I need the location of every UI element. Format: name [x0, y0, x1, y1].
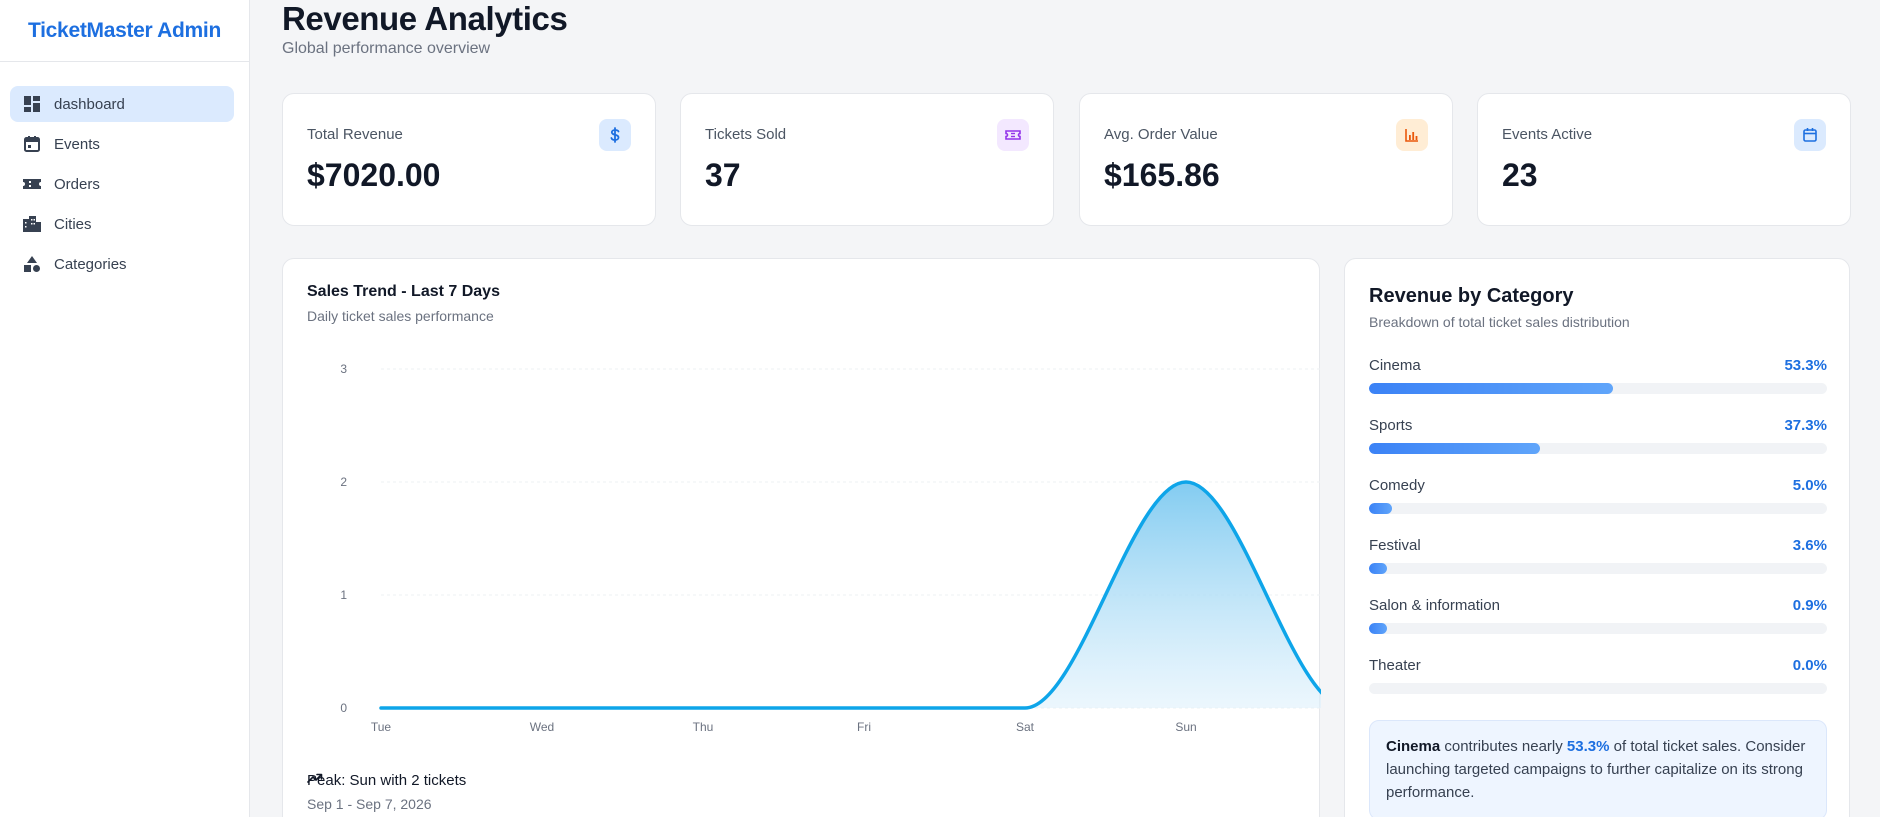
sidebar-nav: dashboard Events Orders Cities Categorie… — [0, 62, 249, 282]
category-name: Festival — [1369, 537, 1421, 554]
sidebar-item-cities[interactable]: Cities — [10, 206, 234, 242]
category-name: Theater — [1369, 657, 1421, 674]
ticket-icon — [22, 174, 42, 194]
kpi-label: Avg. Order Value — [1104, 126, 1218, 143]
revenue-by-category-card: Revenue by Category Breakdown of total t… — [1344, 258, 1850, 817]
kpi-label: Tickets Sold — [705, 126, 787, 143]
category-progress-fill — [1369, 383, 1614, 394]
brand-logo-text[interactable]: TicketMaster Admin — [28, 18, 221, 42]
x-tick-label: Thu — [693, 720, 714, 734]
ticket-icon — [997, 119, 1029, 151]
category-progress-fill — [1369, 443, 1540, 454]
sales-line — [379, 480, 1321, 710]
sidebar-item-label: Categories — [54, 255, 127, 273]
category-row: Cinema 53.3% — [1369, 357, 1827, 407]
kpi-card-total-revenue: Total Revenue $7020.00 — [282, 93, 656, 226]
category-row: Salon & information 0.9% — [1369, 597, 1827, 647]
peak-summary: Peak: Sun with 2 tickets — [307, 772, 474, 789]
y-tick-label: 3 — [340, 362, 347, 376]
kpi-value: 37 — [705, 157, 741, 193]
category-progress-track — [1369, 503, 1827, 514]
category-card-title: Revenue by Category — [1369, 285, 1574, 307]
dashboard-icon — [22, 94, 42, 114]
category-progress-track — [1369, 563, 1827, 574]
page-title: Revenue Analytics — [282, 0, 568, 37]
x-tick-label: Sat — [1016, 720, 1035, 734]
kpi-value: 23 — [1502, 157, 1538, 193]
category-row: Theater 0.0% — [1369, 657, 1827, 707]
calendar-icon — [22, 134, 42, 154]
sidebar-item-orders[interactable]: Orders — [10, 166, 234, 202]
x-tick-label: Tue — [371, 720, 392, 734]
kpi-card-events-active: Events Active 23 — [1477, 93, 1851, 226]
sidebar-item-label: dashboard — [54, 95, 125, 113]
category-percent: 37.3% — [1784, 417, 1827, 434]
sidebar-item-label: Orders — [54, 175, 100, 193]
dollar-icon — [599, 119, 631, 151]
category-percent: 0.9% — [1792, 597, 1827, 614]
y-tick-label: 0 — [340, 701, 347, 715]
category-percent: 0.0% — [1792, 657, 1827, 674]
category-percent: 5.0% — [1792, 477, 1827, 494]
kpi-card-tickets-sold: Tickets Sold 37 — [680, 93, 1054, 226]
category-progress-track — [1369, 623, 1827, 634]
x-tick-label: Fri — [857, 720, 871, 734]
kpi-card-avg-order-value: Avg. Order Value $165.86 — [1079, 93, 1453, 226]
category-name: Comedy — [1369, 477, 1425, 494]
kpi-value: $165.86 — [1104, 157, 1220, 193]
sidebar-item-events[interactable]: Events — [10, 126, 234, 162]
sidebar-item-dashboard[interactable]: dashboard — [10, 86, 234, 122]
category-name: Cinema — [1369, 357, 1421, 374]
kpi-label: Events Active — [1502, 126, 1593, 143]
x-tick-label: Wed — [530, 720, 554, 734]
category-progress-fill — [1369, 623, 1388, 634]
category-row: Sports 37.3% — [1369, 417, 1827, 467]
date-range: Sep 1 - Sep 7, 2026 — [307, 796, 432, 812]
city-icon — [22, 214, 42, 234]
calendar-icon — [1794, 119, 1826, 151]
bar-chart-icon — [1396, 119, 1428, 151]
category-progress-fill — [1369, 503, 1392, 514]
sales-trend-card: Sales Trend - Last 7 Days Daily ticket s… — [282, 258, 1321, 817]
sidebar-item-label: Events — [54, 135, 100, 153]
category-percent: 3.6% — [1792, 537, 1827, 554]
sales-trend-title: Sales Trend - Last 7 Days — [307, 283, 500, 300]
kpi-value: $7020.00 — [307, 157, 441, 193]
sales-area-fill — [381, 482, 1321, 708]
brand-header: TicketMaster Admin — [0, 0, 249, 62]
shapes-icon — [22, 254, 42, 274]
insight-percent: 53.3% — [1566, 738, 1610, 755]
peak-text: Peak: Sun with 2 tickets — [307, 772, 467, 789]
category-row: Comedy 5.0% — [1369, 477, 1827, 527]
category-name: Salon & information — [1369, 597, 1500, 614]
category-progress-track — [1369, 683, 1827, 694]
category-percent: 53.3% — [1784, 357, 1827, 374]
category-insight-box: Cinema contributes nearly 53.3% of total… — [1369, 720, 1827, 817]
y-tick-label: 1 — [340, 588, 347, 602]
insight-text: of total ticket sales. Consider launchin… — [1386, 738, 1806, 801]
insight-text: contributes nearly — [1440, 738, 1567, 755]
category-progress-fill — [1369, 563, 1388, 574]
page-subtitle: Global performance overview — [282, 40, 491, 57]
sales-trend-subtitle: Daily ticket sales performance — [307, 308, 494, 324]
category-progress-track — [1369, 443, 1827, 454]
insight-category: Cinema — [1386, 738, 1441, 755]
y-tick-label: 2 — [340, 475, 347, 489]
kpi-label: Total Revenue — [307, 126, 403, 143]
sales-trend-chart: 0123TueWedThuFriSatSunMon — [340, 362, 1321, 734]
sidebar-item-label: Cities — [54, 215, 92, 233]
category-name: Sports — [1369, 417, 1413, 434]
sidebar: TicketMaster Admin dashboard Events Orde… — [0, 0, 250, 817]
sidebar-item-categories[interactable]: Categories — [10, 246, 234, 282]
category-progress-track — [1369, 383, 1827, 394]
main-content: Revenue Analytics Global performance ove… — [250, 0, 1880, 817]
x-tick-label: Sun — [1175, 720, 1196, 734]
category-row: Festival 3.6% — [1369, 537, 1827, 587]
category-card-subtitle: Breakdown of total ticket sales distribu… — [1369, 314, 1630, 330]
